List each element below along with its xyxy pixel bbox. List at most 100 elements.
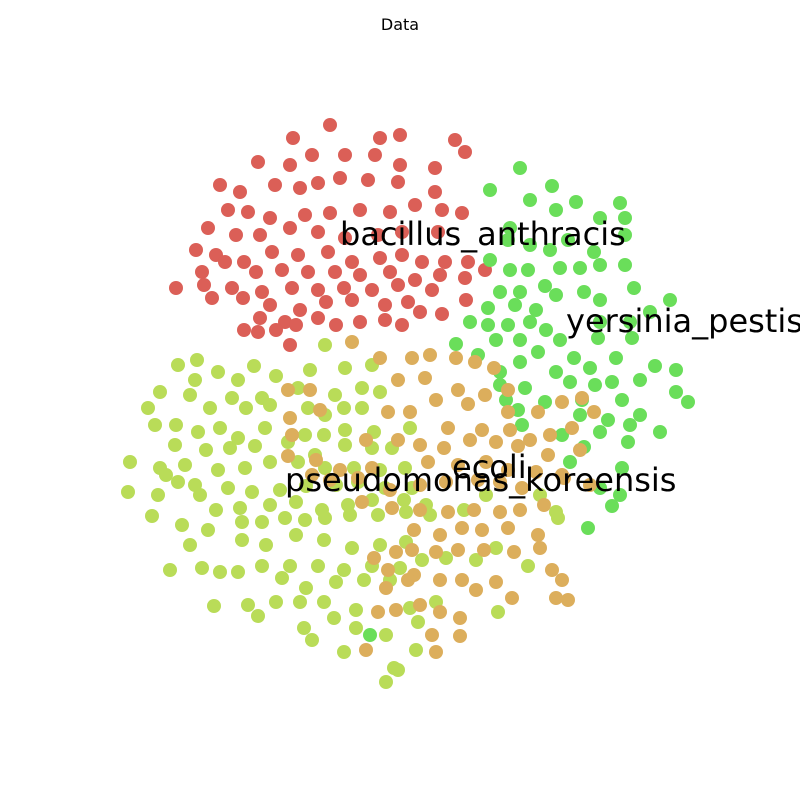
scatter-point bbox=[543, 428, 557, 442]
scatter-point bbox=[618, 211, 632, 225]
scatter-point bbox=[298, 208, 312, 222]
scatter-point bbox=[503, 263, 517, 277]
scatter-point bbox=[479, 488, 493, 502]
scatter-point bbox=[413, 438, 427, 452]
scatter-point bbox=[255, 559, 269, 573]
scatter-point bbox=[653, 425, 667, 439]
scatter-point bbox=[563, 455, 577, 469]
scatter-point bbox=[501, 521, 515, 535]
scatter-point bbox=[303, 363, 317, 377]
scatter-point bbox=[237, 255, 251, 269]
scatter-point bbox=[429, 393, 443, 407]
scatter-point bbox=[223, 441, 237, 455]
scatter-point bbox=[557, 471, 571, 485]
scatter-point bbox=[537, 498, 551, 512]
scatter-point bbox=[268, 178, 282, 192]
scatter-point bbox=[368, 148, 382, 162]
labels-layer: bacillus_anthracis yersinia_pestisecolips… bbox=[285, 215, 800, 499]
scatter-point bbox=[255, 515, 269, 529]
scatter-point bbox=[373, 538, 387, 552]
scatter-point bbox=[543, 243, 557, 257]
scatter-point bbox=[381, 405, 395, 419]
scatter-point bbox=[349, 603, 363, 617]
scatter-point bbox=[247, 359, 261, 373]
scatter-point bbox=[189, 243, 203, 257]
scatter-point bbox=[389, 545, 403, 559]
scatter-point bbox=[511, 439, 525, 453]
scatter-point bbox=[407, 523, 421, 537]
scatter-point bbox=[385, 501, 399, 515]
scatter-point bbox=[305, 633, 319, 647]
scatter-point bbox=[431, 225, 445, 239]
scatter-point bbox=[577, 285, 591, 299]
scatter-point bbox=[605, 499, 619, 513]
scatter-point bbox=[353, 268, 367, 282]
scatter-point bbox=[328, 388, 342, 402]
scatter-point bbox=[391, 373, 405, 387]
scatter-point bbox=[471, 473, 485, 487]
scatter-point bbox=[663, 293, 677, 307]
scatter-point bbox=[338, 148, 352, 162]
scatter-point bbox=[283, 158, 297, 172]
scatter-point bbox=[391, 433, 405, 447]
scatter-point bbox=[293, 595, 307, 609]
scatter-point bbox=[481, 301, 495, 315]
scatter-point bbox=[318, 338, 332, 352]
scatter-point bbox=[437, 441, 451, 455]
scatter-point bbox=[231, 431, 245, 445]
scatter-point bbox=[583, 478, 597, 492]
scatter-point bbox=[531, 405, 545, 419]
scatter-point bbox=[317, 428, 331, 442]
scatter-point bbox=[373, 385, 387, 399]
scatter-point bbox=[583, 361, 597, 375]
scatter-point bbox=[569, 195, 583, 209]
scatter-point bbox=[561, 593, 575, 607]
scatter-point bbox=[211, 365, 225, 379]
scatter-point bbox=[501, 463, 515, 477]
scatter-point bbox=[183, 388, 197, 402]
scatter-point bbox=[203, 401, 217, 415]
scatter-point bbox=[549, 591, 563, 605]
scatter-point bbox=[477, 543, 491, 557]
cluster-label-yersinia-pestis: yersinia_pestis bbox=[566, 302, 800, 340]
scatter-point bbox=[229, 228, 243, 242]
scatter-point bbox=[401, 573, 415, 587]
scatter-point bbox=[337, 281, 351, 295]
scatter-point bbox=[615, 393, 629, 407]
scatter-point bbox=[329, 575, 343, 589]
scatter-point bbox=[231, 373, 245, 387]
scatter-point bbox=[171, 358, 185, 372]
scatter-point bbox=[513, 161, 527, 175]
scatter-point bbox=[433, 268, 447, 282]
scatter-point bbox=[248, 439, 262, 453]
scatter-point bbox=[269, 369, 283, 383]
scatter-point bbox=[601, 413, 615, 427]
scatter-point bbox=[483, 183, 497, 197]
scatter-point bbox=[153, 385, 167, 399]
scatter-point bbox=[489, 541, 503, 555]
scatter-point bbox=[255, 285, 269, 299]
scatter-point bbox=[551, 511, 565, 525]
scatter-point bbox=[463, 433, 477, 447]
scatter-point bbox=[353, 315, 367, 329]
scatter-point bbox=[337, 401, 351, 415]
scatter-point bbox=[338, 423, 352, 437]
scatter-point bbox=[397, 493, 411, 507]
scatter-point bbox=[169, 418, 183, 432]
scatter-point bbox=[529, 303, 543, 317]
scatter-point bbox=[239, 401, 253, 415]
scatter-point bbox=[195, 265, 209, 279]
scatter-point bbox=[301, 401, 315, 415]
scatter-point bbox=[311, 311, 325, 325]
scatter-point bbox=[593, 258, 607, 272]
scatter-point bbox=[289, 495, 303, 509]
scatter-point bbox=[518, 381, 532, 395]
scatter-point bbox=[553, 261, 567, 275]
scatter-point bbox=[533, 541, 547, 555]
series-yersinia-pestis bbox=[363, 161, 695, 642]
scatter-point bbox=[373, 351, 387, 365]
scatter-point bbox=[371, 508, 385, 522]
scatter-point bbox=[367, 551, 381, 565]
scatter-point bbox=[425, 283, 439, 297]
scatter-point bbox=[355, 381, 369, 395]
